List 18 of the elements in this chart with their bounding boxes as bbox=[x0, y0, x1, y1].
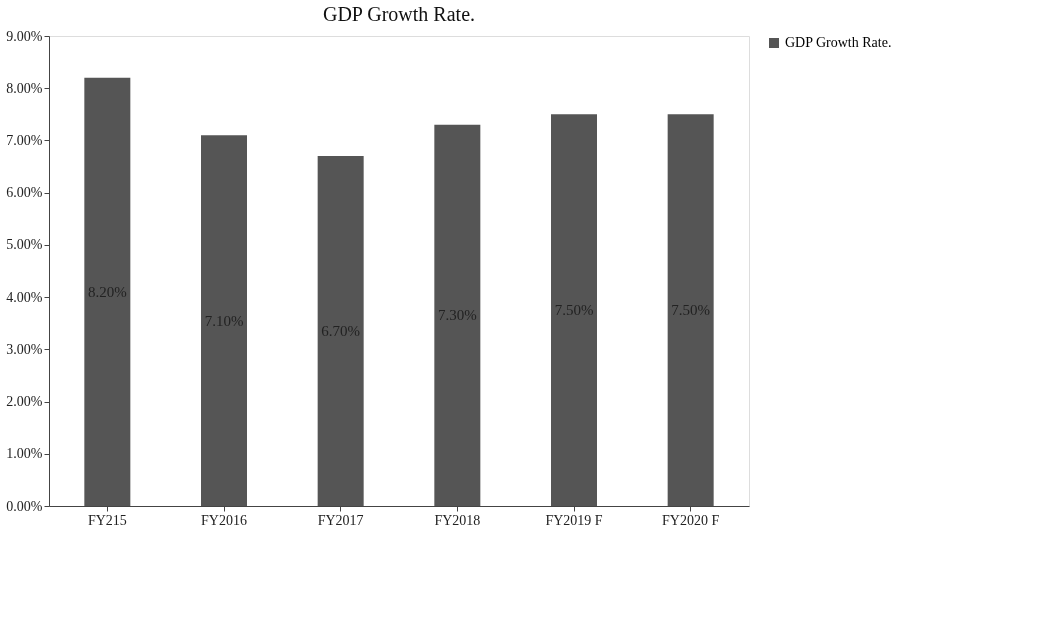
y-tick-label: 0.00% bbox=[6, 498, 43, 514]
x-tick-label: FY2019 F bbox=[545, 512, 603, 528]
y-tick-label: 6.00% bbox=[6, 185, 43, 201]
chart-title: GDP Growth Rate. bbox=[322, 3, 476, 25]
y-tick-label: 7.00% bbox=[6, 132, 43, 148]
x-tick-label: FY2018 bbox=[434, 512, 481, 528]
y-tick-label: 2.00% bbox=[6, 394, 43, 410]
x-tick-label: FY215 bbox=[87, 512, 127, 528]
y-tick-label: 4.00% bbox=[6, 289, 43, 305]
y-tick-label: 5.00% bbox=[6, 237, 43, 253]
x-tick-label: FY2017 bbox=[317, 512, 364, 528]
x-tick-label: FY2020 F bbox=[662, 512, 720, 528]
x-tick-label: FY2016 bbox=[201, 512, 247, 528]
y-tick-label: 3.00% bbox=[6, 341, 43, 357]
y-tick-label: 1.00% bbox=[6, 446, 43, 462]
legend-label: GDP Growth Rate. bbox=[785, 35, 892, 50]
y-tick-label: 9.00% bbox=[6, 28, 43, 44]
y-tick-label: 8.00% bbox=[6, 80, 43, 96]
